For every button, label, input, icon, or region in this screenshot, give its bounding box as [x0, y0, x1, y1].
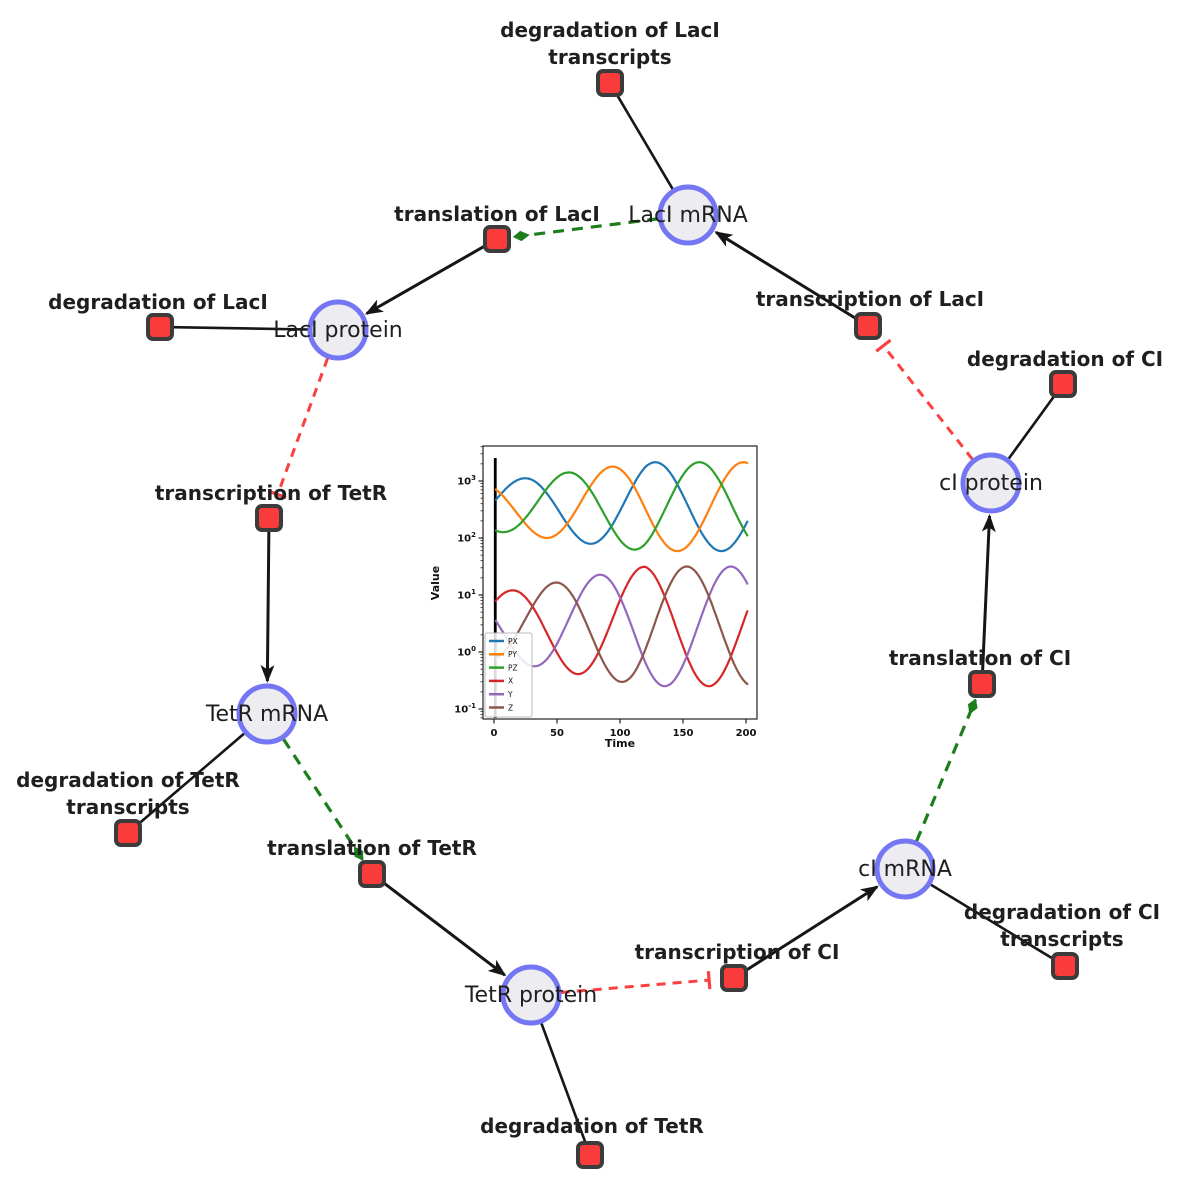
- x-tick-label-0: 0: [491, 728, 498, 739]
- reaction-label-deg_ci_tx: degradation of CI transcripts: [964, 900, 1160, 951]
- edge-arrow-transcription_laci-to-laci_mrna: [714, 231, 857, 320]
- legend-label-PZ: PZ: [508, 663, 518, 672]
- reaction-label-deg_laci: degradation of LacI: [48, 290, 268, 314]
- species-node-laci_mrna: [657, 184, 719, 246]
- edge-plain-ci_protein-to-deg_ci: [1007, 393, 1057, 460]
- edge-arrow-translation_tetr-to-tetr_protein: [382, 881, 507, 977]
- reaction-node-translation_tetr: [358, 860, 386, 888]
- legend-label-PY: PY: [508, 650, 517, 659]
- reaction-label-transcription_tetr: transcription of TetR: [155, 481, 387, 505]
- edge-arrow-transcription_ci-to-ci_mrna: [744, 885, 879, 972]
- reaction-label-deg_ci: degradation of CI: [967, 347, 1163, 371]
- x-tick-label-200: 200: [736, 728, 757, 739]
- reaction-node-deg_tetr_tx: [114, 819, 142, 847]
- edge-modifier-laci_mrna-to-translation_laci: [512, 217, 659, 242]
- series-line-PX: [494, 461, 749, 553]
- reaction-node-translation_laci: [483, 225, 511, 253]
- edge-modifier-tetr_mrna-to-translation_tetr: [282, 738, 365, 861]
- species-label-laci_protein: LacI protein: [273, 318, 403, 343]
- reaction-node-transcription_tetr: [255, 504, 283, 532]
- edge-inhibition-laci_protein-to-transcription_tetr: [268, 357, 330, 500]
- reaction-label-translation_tetr: translation of TetR: [267, 836, 477, 860]
- reaction-node-deg_tetr: [576, 1141, 604, 1169]
- reaction-label-transcription_laci: transcription of LacI: [756, 287, 984, 311]
- legend-label-X: X: [508, 677, 513, 686]
- series-line-X: [494, 565, 749, 688]
- x-axis-title: Time: [605, 737, 635, 750]
- x-tick-label-100: 100: [610, 728, 631, 739]
- reaction-node-deg_ci: [1049, 370, 1077, 398]
- species-label-laci_mrna: LacI mRNA: [628, 203, 748, 228]
- reaction-node-transcription_ci: [720, 964, 748, 992]
- edge-plain-tetr_protein-to-deg_tetr: [540, 1022, 587, 1144]
- y-axis-title: Value: [429, 566, 442, 600]
- legend-label-PX: PX: [508, 637, 518, 646]
- edge-plain-laci_protein-to-deg_laci: [172, 325, 309, 331]
- chart-legend: PX PY PZ XYZ: [484, 632, 533, 718]
- reaction-node-deg_laci_tx: [596, 69, 624, 97]
- species-label-ci_protein: cI protein: [939, 471, 1043, 496]
- reaction-label-transcription_ci: transcription of CI: [635, 940, 840, 964]
- node-layer: [114, 69, 1079, 1169]
- species-node-tetr_protein: [500, 964, 562, 1026]
- edge-plain-ci_mrna-to-deg_ci_tx: [929, 883, 1055, 961]
- series-line-Z: [494, 565, 749, 686]
- species-label-tetr_protein: TetR protein: [464, 983, 597, 1008]
- reaction-node-transcription_laci: [854, 312, 882, 340]
- species-node-laci_protein: [307, 299, 369, 361]
- reaction-label-deg_tetr: degradation of TetR: [480, 1114, 704, 1138]
- species-node-ci_mrna: [874, 838, 936, 900]
- series-line-PY: [494, 461, 749, 553]
- reaction-label-deg_tetr_tx: degradation of TetR transcripts: [16, 768, 240, 819]
- edge-layer: [137, 93, 1057, 1144]
- reaction-node-deg_ci_tx: [1051, 952, 1079, 980]
- edge-arrow-translation_laci-to-laci_protein: [364, 244, 486, 315]
- edge-modifier-ci_mrna-to-translation_ci: [915, 698, 978, 842]
- reaction-node-deg_laci: [146, 313, 174, 341]
- chart-series: [493, 458, 749, 718]
- series-line-PZ: [494, 461, 749, 551]
- x-tick-label-150: 150: [673, 728, 694, 739]
- species-label-ci_mrna: cI mRNA: [858, 857, 952, 882]
- edge-arrow-transcription_tetr-to-tetr_mrna: [260, 531, 275, 684]
- legend-label-Z: Z: [508, 703, 513, 712]
- species-label-tetr_mrna: TetR mRNA: [205, 702, 328, 727]
- x-tick-label-50: 50: [550, 728, 564, 739]
- reaction-label-deg_laci_tx: degradation of LacI transcripts: [500, 18, 720, 69]
- legend-label-Y: Y: [507, 690, 513, 699]
- reaction-node-translation_ci: [968, 670, 996, 698]
- reaction-label-translation_laci: translation of LacI: [394, 202, 600, 226]
- edge-inhibition-ci_protein-to-transcription_laci: [875, 338, 974, 461]
- edge-inhibition-tetr_protein-to-transcription_ci: [560, 970, 712, 994]
- species-node-tetr_mrna: [236, 683, 298, 745]
- edge-plain-laci_mrna-to-deg_laci_tx: [615, 93, 674, 190]
- species-node-ci_protein: [960, 452, 1022, 514]
- label-layer: LacI mRNA LacI protein cI protein TetR mRNA…: [16, 18, 1163, 1138]
- series-line-Y: [494, 565, 749, 688]
- reaction-label-translation_ci: translation of CI: [889, 646, 1071, 670]
- edge-plain-tetr_mrna-to-deg_tetr_tx: [137, 732, 246, 826]
- edge-arrow-translation_ci-to-ci_protein: [981, 513, 996, 671]
